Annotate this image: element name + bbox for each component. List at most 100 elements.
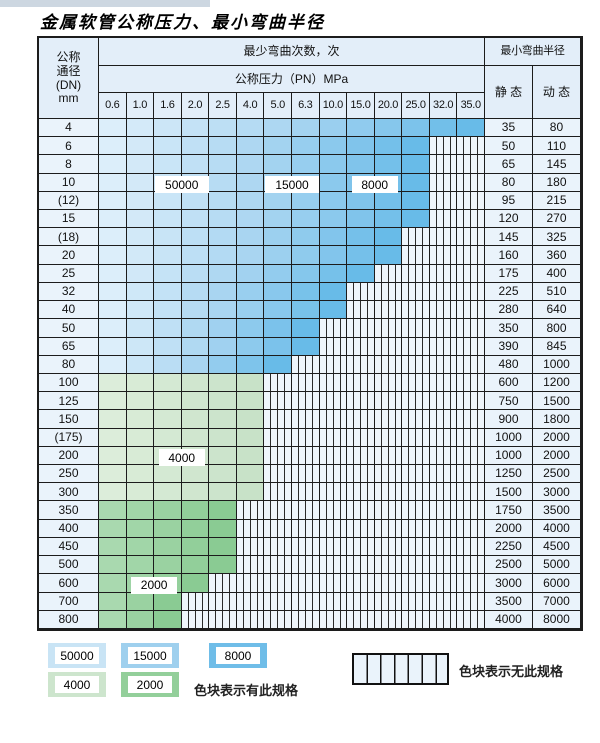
spec-cell [154, 119, 182, 138]
pressure-tick: 0.6 [99, 93, 127, 119]
spec-cell [236, 483, 265, 502]
static-value: 350 [484, 319, 533, 338]
dynamic-value: 2500 [532, 465, 581, 484]
no-spec-cell [236, 501, 265, 520]
spec-cell [209, 210, 237, 229]
static-value: 2250 [484, 537, 533, 557]
no-spec-cell [402, 592, 430, 611]
no-spec-cell [319, 392, 348, 411]
no-spec-cell [457, 392, 485, 411]
dynamic-value: 110 [532, 137, 581, 156]
spec-cell [209, 519, 237, 538]
spec-cell [181, 246, 210, 265]
no-spec-cell [457, 246, 485, 265]
spec-cell [99, 392, 127, 411]
spec-cell [126, 410, 155, 429]
dynamic-value: 400 [532, 264, 581, 283]
spec-cell [347, 246, 375, 265]
dynamic-value: 1500 [532, 392, 581, 411]
spec-cell [181, 228, 210, 247]
no-spec-cell [374, 301, 403, 320]
dynamic-value: 215 [532, 191, 581, 211]
no-spec-cell [264, 465, 292, 484]
spec-cell [181, 301, 210, 320]
dn-cell: 8 [39, 155, 99, 174]
dn-cell: 125 [39, 392, 99, 411]
no-spec-cell [457, 465, 485, 484]
dynamic-value: 4500 [532, 537, 581, 557]
no-spec-cell [264, 537, 292, 557]
spec-cell [429, 119, 458, 138]
no-spec-cell [209, 592, 237, 611]
spec-cell [126, 428, 155, 447]
no-spec-cell [457, 337, 485, 356]
legend-value: 8000 [216, 647, 260, 664]
no-spec-cell [347, 319, 375, 338]
no-spec-cell [374, 410, 403, 429]
no-spec-cell [374, 319, 403, 338]
dynamic-value: 1000 [532, 355, 581, 374]
spec-cell [264, 355, 292, 374]
dynamic-value: 640 [532, 301, 581, 320]
no-spec-cell [429, 410, 458, 429]
no-spec-cell [291, 519, 320, 538]
legend-value: 4000 [55, 676, 99, 693]
no-spec-cell [457, 410, 485, 429]
no-spec-cell [457, 373, 485, 393]
spec-cell [291, 191, 320, 211]
spec-cell [126, 355, 155, 374]
no-spec-cell [374, 537, 403, 557]
no-spec-cell [347, 301, 375, 320]
spec-cell [99, 483, 127, 502]
cycle-count-label: 8000 [351, 176, 398, 194]
no-spec-cell [374, 264, 403, 283]
static-value: 1750 [484, 501, 533, 520]
pressure-tick: 32.0 [429, 93, 458, 119]
no-spec-cell [319, 483, 348, 502]
spec-cell [209, 119, 237, 138]
no-spec-cell [457, 446, 485, 466]
spec-cell [181, 428, 210, 447]
legend-swatch-4000: 4000 [48, 672, 106, 697]
no-spec-cell [457, 173, 485, 192]
no-spec-cell [402, 392, 430, 411]
no-spec-cell [236, 592, 265, 611]
spec-cell [126, 191, 155, 211]
no-spec-cell [402, 501, 430, 520]
spec-cell [209, 319, 237, 338]
legend-swatch-15000: 15000 [121, 643, 179, 668]
spec-cell [126, 592, 155, 611]
no-spec-cell [374, 610, 403, 629]
no-spec-cell [402, 319, 430, 338]
spec-cell [99, 373, 127, 393]
no-spec-cell [264, 519, 292, 538]
spec-cell [374, 210, 403, 229]
spec-cell [236, 355, 265, 374]
spec-cell [154, 392, 182, 411]
dynamic-value: 7000 [532, 592, 581, 611]
legend-no-spec-text: 色块表示无此规格 [459, 664, 564, 679]
no-spec-cell [457, 428, 485, 447]
dynamic-value: 80 [532, 119, 581, 138]
no-spec-cell [457, 355, 485, 374]
spec-cell [291, 155, 320, 174]
spec-cell [236, 465, 265, 484]
spec-cell [319, 119, 348, 138]
no-spec-cell [429, 191, 458, 211]
spec-cell [126, 246, 155, 265]
spec-cell [374, 155, 403, 174]
no-spec-cell [429, 282, 458, 302]
no-spec-cell [347, 592, 375, 611]
spec-cell [181, 337, 210, 356]
no-spec-cell [429, 610, 458, 629]
spec-cell [291, 282, 320, 302]
spec-cell [291, 337, 320, 356]
no-spec-cell [374, 373, 403, 393]
spec-cell [99, 428, 127, 447]
no-spec-cell [457, 574, 485, 593]
spec-cell [209, 155, 237, 174]
spec-cell [126, 319, 155, 338]
spec-cell [457, 119, 485, 138]
spec-cell [99, 246, 127, 265]
spec-cell [126, 337, 155, 356]
